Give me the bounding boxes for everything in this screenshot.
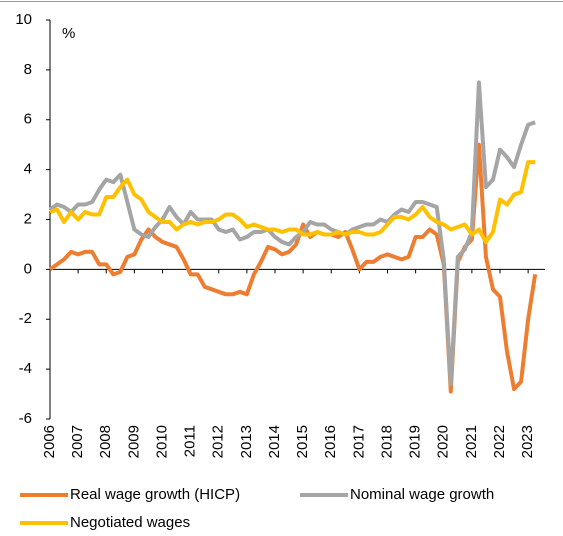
y-tick-label: -4 [19,360,32,377]
x-tick-label: 2016 [322,425,339,458]
y-tick-label: 2 [24,210,32,227]
x-tick-label: 2017 [350,425,367,458]
x-tick-label: 2011 [182,425,199,457]
y-tick-label: 4 [24,161,32,178]
x-tick-label: 2007 [69,425,86,458]
legend-label: Real wage growth (HICP) [70,486,240,503]
x-tick-label: 2019 [407,425,424,458]
y-tick-label: -6 [19,410,32,427]
series-line [48,80,536,387]
legend-label: Negotiated wages [70,514,190,531]
x-tick-label: 2010 [153,425,170,458]
x-tick-label: 2012 [210,425,227,458]
y-tick-label: 10 [15,11,32,28]
x-tick-label: 2014 [266,425,283,458]
x-tick-label: 2006 [41,425,58,458]
x-tick-label: 2018 [378,425,395,458]
y-tick-label: 8 [24,61,32,78]
y-tick-label: 0 [24,260,32,277]
legend-label: Nominal wage growth [350,486,494,503]
x-tick-label: 2013 [238,425,255,458]
x-tick-label: 2021 [463,425,480,458]
x-tick-label: 2008 [97,425,114,458]
x-tick-label: 2009 [125,425,142,458]
y-axis-label: % [62,25,75,42]
x-tick-label: 2015 [294,425,311,458]
y-tick-label: -2 [19,310,32,327]
y-tick-label: 6 [24,111,32,128]
series-line [49,160,536,244]
x-tick-label: 2022 [491,425,508,458]
x-tick-label: 2023 [519,425,536,458]
x-tick-label: 2020 [435,425,452,458]
